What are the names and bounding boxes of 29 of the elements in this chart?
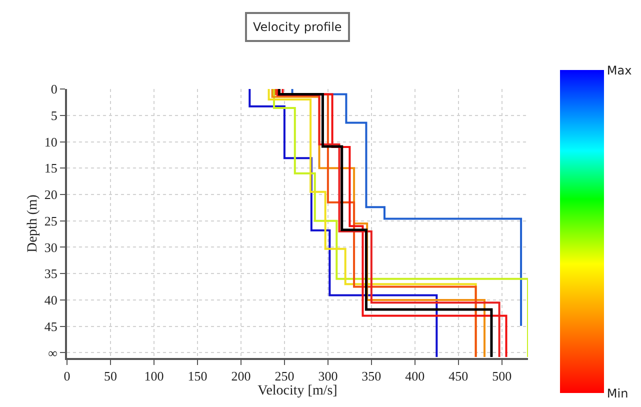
y-tick-label: 35: [44, 266, 58, 282]
x-axis-title: Velocity [m/s]: [258, 384, 338, 399]
x-tick-label: 500: [492, 368, 512, 384]
y-tick-label: 20: [44, 187, 58, 202]
x-tick-label: 100: [144, 368, 164, 384]
y-tick-label: 10: [44, 134, 58, 150]
x-tick-label: 200: [231, 368, 251, 384]
x-tick-label: 150: [188, 368, 208, 384]
x-tick-label: 400: [405, 368, 425, 384]
x-tick-label: 350: [362, 368, 382, 384]
y-tick-label: 30: [44, 240, 58, 255]
line-series: [291, 89, 522, 327]
y-tick-label: 5: [50, 108, 58, 123]
x-tick-label: 0: [64, 368, 70, 384]
y-tick-label: 15: [44, 160, 58, 176]
x-tick-label: 450: [448, 368, 468, 384]
y-tick-label: ∞: [48, 345, 58, 360]
line-series: [248, 89, 438, 358]
color-bar-label: Min: [606, 386, 628, 400]
x-tick-label: 250: [274, 368, 294, 384]
y-axis-title: Depth (m): [26, 194, 40, 252]
x-tick-label: 50: [104, 368, 117, 384]
x-tick-label: 300: [318, 368, 338, 384]
y-tick-label: 25: [44, 213, 58, 228]
y-tick-label: 45: [44, 318, 58, 334]
y-tick-label: 40: [44, 292, 58, 308]
chart-title: Velocity profile: [253, 20, 342, 34]
y-tick-label: 0: [50, 82, 58, 97]
color-bar-label: Max: [606, 63, 632, 78]
